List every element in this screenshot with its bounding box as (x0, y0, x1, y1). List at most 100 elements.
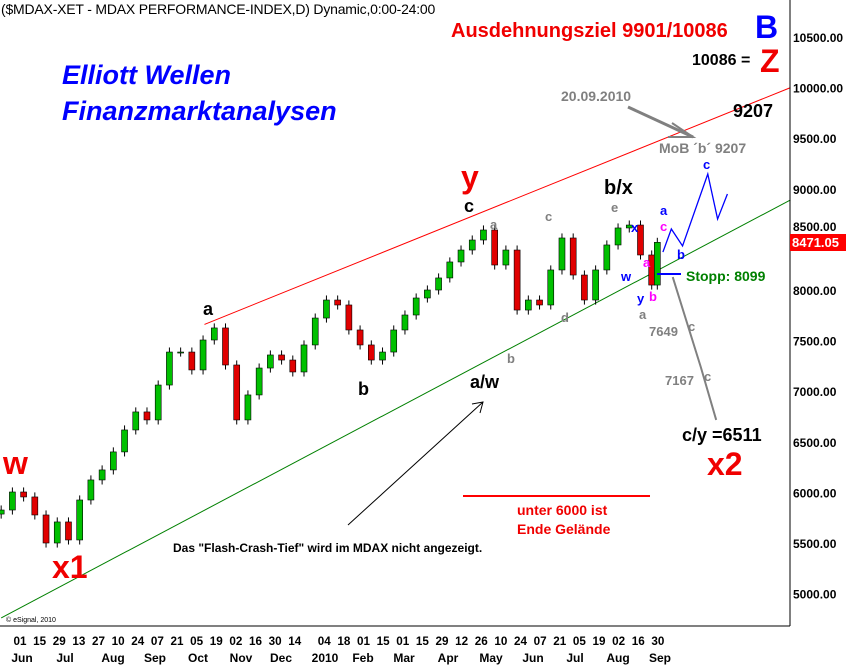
candle (480, 229, 487, 241)
candle (654, 242, 661, 286)
x-tick-label: 10 (112, 634, 125, 648)
wave-a-gray-1: a (490, 217, 498, 232)
copyright: © eSignal, 2010 (6, 617, 56, 624)
x-tick-label: 19 (593, 634, 606, 648)
candle (98, 469, 106, 481)
x-tick-label: 07 (151, 634, 164, 648)
candle (87, 479, 95, 501)
wave-c-gray-2: c (688, 319, 696, 334)
wave-aw: a/w (470, 372, 500, 392)
candle (446, 261, 454, 279)
z-value-label: 10086 = (692, 52, 751, 69)
cy-target-label: c/y =6511 (682, 425, 762, 445)
candle (536, 299, 543, 306)
candle (468, 239, 476, 251)
y-tick-label: 10500.00 (793, 31, 843, 45)
x-tick-label: 26 (475, 634, 488, 648)
x-tick-label: 15 (416, 634, 429, 648)
candle (65, 521, 72, 541)
candle (603, 244, 611, 271)
wave-c-top: c (464, 196, 475, 216)
flash-crash-note: Das "Flash-Crash-Tief" wird im MDAX nich… (173, 541, 483, 555)
x-tick-label: 24 (131, 634, 144, 648)
candle (177, 351, 184, 354)
x-tick-label: 15 (33, 634, 46, 648)
x-month-label: Sep (144, 651, 166, 665)
x-tick-label: 24 (514, 634, 527, 648)
wave-Z-label: Z (760, 43, 780, 79)
x-tick-label: 30 (651, 634, 664, 648)
y-tick-label: 9500.00 (793, 132, 837, 146)
x-tick-label: 01 (357, 634, 370, 648)
candle (569, 237, 577, 276)
wave-c-gray-3: c (704, 369, 712, 384)
x-month-label: May (479, 651, 503, 665)
x-tick-label: 30 (269, 634, 282, 648)
wave-x2-label: x2 (707, 446, 743, 482)
candle (53, 521, 61, 544)
x-tick-label: 16 (632, 634, 645, 648)
wave-b-gray: b (507, 351, 515, 366)
date-note: 20.09.2010 (561, 88, 632, 104)
candle (233, 364, 241, 421)
candle (547, 269, 555, 306)
level-7649: 7649 (649, 324, 678, 339)
wave-w-blue: w (621, 269, 632, 284)
y-tick-label: 5500.00 (793, 537, 837, 551)
candle (345, 304, 353, 331)
candle (379, 351, 386, 361)
x-tick-label: 13 (72, 634, 85, 648)
candle (143, 411, 151, 421)
x-tick-label: 27 (92, 634, 105, 648)
below-6000-line-1: unter 6000 ist (517, 502, 608, 518)
wave-a-gray-2: a (639, 307, 647, 322)
candle (368, 344, 375, 361)
candle (300, 344, 308, 373)
x-month-label: Feb (352, 651, 373, 665)
below-6000-line-2: Ende Gelände (517, 521, 611, 537)
candle (592, 269, 599, 301)
wave-b-black: b (358, 379, 369, 399)
candle (132, 411, 140, 431)
last-price-badge: 8471.05 (790, 234, 846, 251)
candle (390, 329, 398, 353)
y-tick-label: 6000.00 (793, 486, 837, 500)
x-tick-label: 18 (337, 634, 350, 648)
x-tick-label: 07 (534, 634, 547, 648)
x-tick-label: 29 (53, 634, 66, 648)
x-month-label: Jul (56, 651, 73, 665)
candle (76, 499, 83, 541)
y-tick-label: 7500.00 (793, 335, 837, 349)
wave-w-red: w (3, 445, 28, 481)
candle (401, 314, 409, 331)
flash-crash-arrow (347, 401, 484, 526)
x-tick-label: 15 (377, 634, 390, 648)
wave-a-blue: a (660, 203, 668, 218)
x-month-label: Apr (438, 651, 459, 665)
candle (525, 299, 532, 311)
x-month-label: Oct (188, 651, 208, 665)
y-tick-label: 10000.00 (793, 82, 843, 96)
date-note-arrow (627, 105, 694, 139)
candle (9, 491, 16, 511)
candle (154, 384, 162, 421)
target-label: Ausdehnungsziel 9901/10086 (451, 20, 728, 42)
x-month-label: Dec (270, 651, 292, 665)
x-tick-label: 01 (396, 634, 409, 648)
x-month-label: Aug (101, 651, 124, 665)
brand-line-1: Elliott Wellen (62, 60, 232, 90)
date-note-arrowhead (668, 122, 697, 138)
candle (424, 289, 431, 299)
candle (311, 317, 319, 346)
candle (491, 229, 498, 266)
wave-c-gray-1: c (545, 209, 553, 224)
x-tick-label: 04 (318, 634, 331, 648)
candle (334, 299, 341, 306)
x-month-label: Sep (649, 651, 671, 665)
candle (210, 327, 218, 341)
wave-b-magenta: b (649, 289, 657, 304)
candle (625, 224, 633, 229)
x-tick-label: 01 (14, 634, 27, 648)
x-month-label: Jun (11, 651, 32, 665)
